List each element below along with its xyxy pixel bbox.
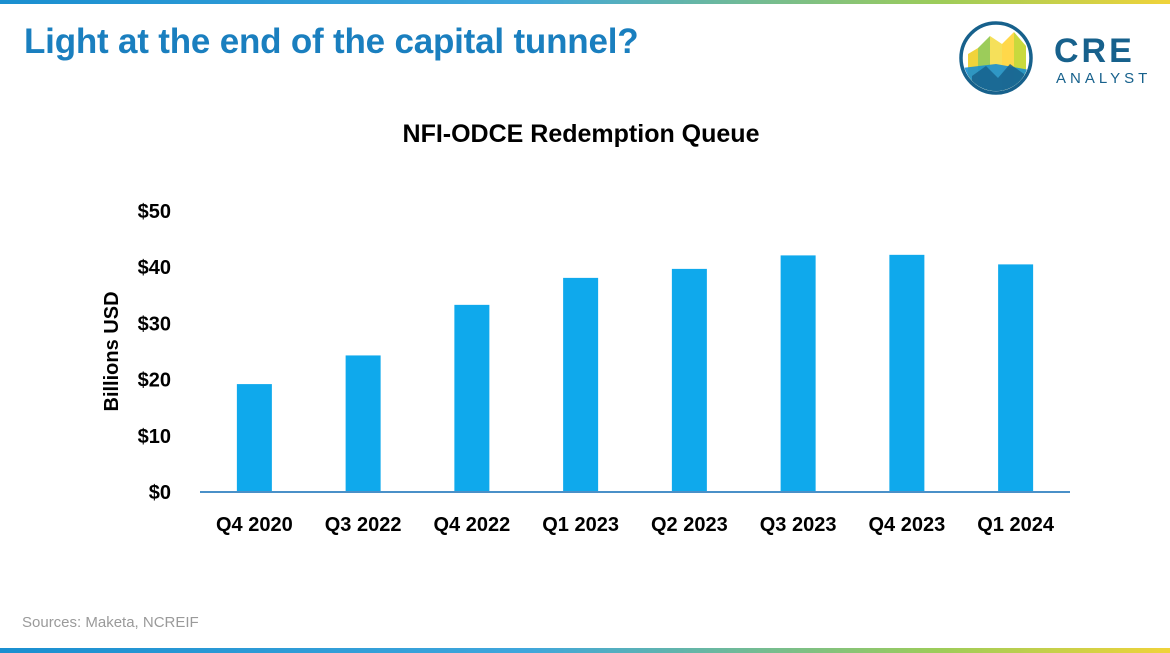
bar-q4-2022 bbox=[454, 304, 490, 492]
y-tick-label: $20 bbox=[138, 370, 171, 392]
y-tick-label: $0 bbox=[149, 482, 171, 504]
x-tick-label: Q4 2020 bbox=[216, 514, 293, 536]
city-skyline-logo-icon bbox=[959, 21, 1033, 95]
bar-q1-2023 bbox=[563, 277, 599, 492]
top-accent-bar bbox=[0, 0, 1170, 4]
x-tick-label: Q3 2022 bbox=[325, 514, 402, 536]
x-tick-label: Q4 2023 bbox=[869, 514, 946, 536]
bar-q4-2023 bbox=[889, 254, 925, 492]
cre-analyst-logo: CRE ANALYST bbox=[958, 20, 1158, 98]
bar-q1-2024 bbox=[998, 264, 1034, 492]
bar-q3-2022 bbox=[345, 355, 381, 492]
y-axis-title: Billions USD bbox=[101, 291, 123, 411]
source-note: Sources: Maketa, NCREIF bbox=[22, 614, 199, 631]
bar-chart: $0 $10 $20 $30 $40 $50 Billions USD Q4 2020 Q3 2… bbox=[101, 201, 1070, 536]
y-tick-label: $40 bbox=[138, 257, 171, 279]
chart-title: NFI-ODCE Redemption Queue bbox=[402, 120, 760, 148]
x-tick-label: Q3 2023 bbox=[760, 514, 837, 536]
y-tick-label: $50 bbox=[138, 201, 171, 223]
y-tick-label: $10 bbox=[138, 426, 171, 448]
bar-q2-2023 bbox=[671, 268, 707, 492]
x-tick-label: Q4 2022 bbox=[434, 514, 511, 536]
x-tick-label: Q1 2024 bbox=[977, 514, 1055, 536]
bar-q3-2023 bbox=[780, 255, 816, 492]
logo-text-primary: CRE bbox=[1054, 32, 1135, 70]
x-tick-label: Q2 2023 bbox=[651, 514, 728, 536]
x-tick-label: Q1 2023 bbox=[542, 514, 619, 536]
y-tick-label: $30 bbox=[138, 313, 171, 335]
bottom-accent-bar bbox=[0, 648, 1170, 653]
bar-q4-2020 bbox=[236, 384, 272, 492]
slide-title: Light at the end of the capital tunnel? bbox=[24, 22, 639, 61]
logo-text-secondary: ANALYST bbox=[1056, 70, 1152, 87]
